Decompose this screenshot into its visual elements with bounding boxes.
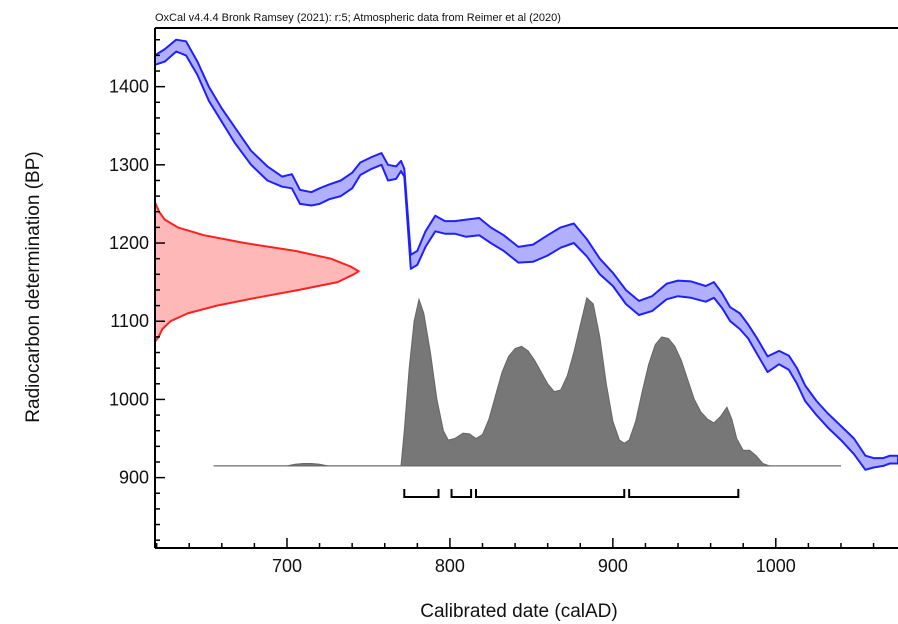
range-bracket-3: [474, 489, 626, 498]
x-tick-label: 1000: [756, 556, 796, 576]
measurement-distribution: [154, 201, 360, 343]
y-tick-label: 1400: [109, 77, 149, 97]
y-axis-title: Radiocarbon determination (BP): [23, 151, 44, 422]
y-tick-label: 1100: [110, 311, 149, 331]
y-tick-label: 1000: [109, 389, 149, 409]
range-bracket-2: [450, 489, 473, 498]
x-tick-label: 900: [598, 556, 628, 576]
range-bracket-4: [628, 489, 740, 498]
x-tick-label: 800: [435, 556, 465, 576]
range-bracket-1: [403, 489, 440, 498]
posterior-distribution: [213, 296, 841, 467]
calibration-curve-band: [154, 38, 898, 471]
y-tick-label: 1200: [109, 233, 149, 253]
y-tick-label: 1300: [109, 155, 149, 175]
y-tick-label: 900: [119, 468, 149, 488]
x-axis-title: Calibrated date (calAD): [420, 601, 617, 622]
chart-header: OxCal v4.4.4 Bronk Ramsey (2021): r:5; A…: [155, 12, 561, 24]
x-tick-label: 700: [272, 556, 302, 576]
